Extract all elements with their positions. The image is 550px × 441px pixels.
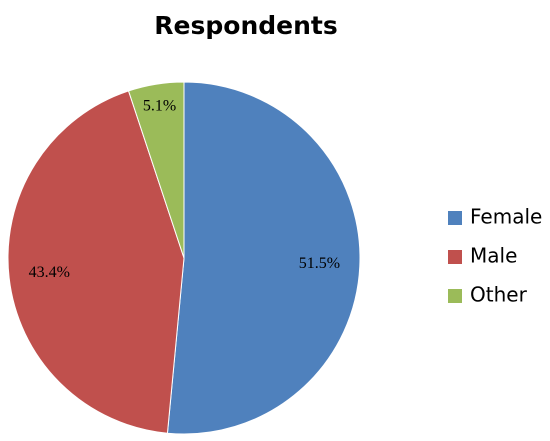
pie-slices	[7, 81, 361, 435]
pie-data-labels: 51.5% 43.4% 5.1%	[29, 97, 340, 280]
pie-slice-female	[166, 81, 361, 435]
legend-swatch-female	[448, 211, 462, 225]
legend-swatch-other	[448, 289, 462, 303]
chart-title: Respondents	[154, 11, 337, 40]
legend-label-female: Female	[470, 205, 542, 229]
legend-label-other: Other	[470, 283, 528, 307]
pie-slice-other	[127, 81, 185, 259]
legend-swatch-male	[448, 250, 462, 264]
pie-slice-male	[7, 90, 185, 434]
data-label-female: 51.5%	[299, 255, 340, 272]
legend-label-male: Male	[470, 244, 517, 268]
data-label-other: 5.1%	[143, 97, 176, 114]
data-label-male: 43.4%	[29, 264, 70, 281]
legend: Female Male Other	[448, 205, 542, 307]
